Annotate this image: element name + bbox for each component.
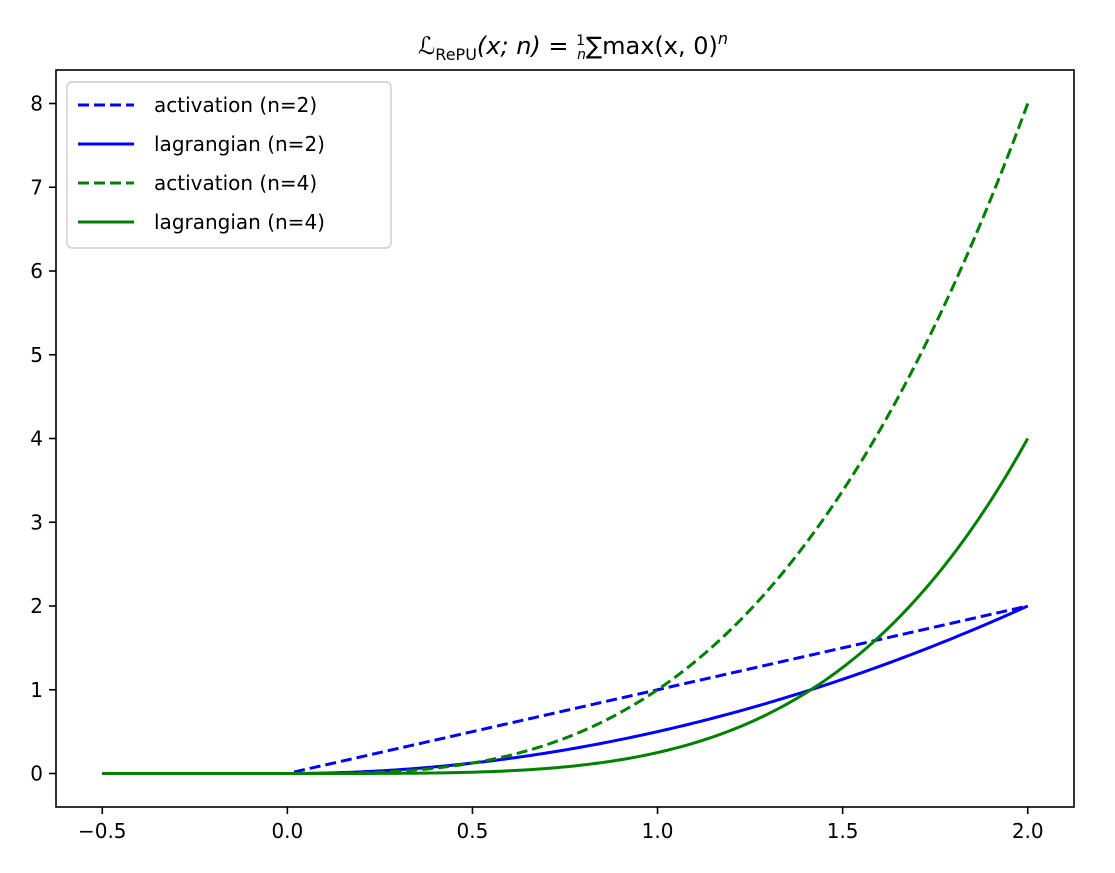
title-subscript: RePU — [435, 45, 477, 64]
y-tick-label: 4 — [30, 427, 43, 451]
legend-label: activation (n=2) — [154, 93, 317, 117]
legend-label: activation (n=4) — [154, 171, 317, 195]
title-body: max(x, 0) — [602, 32, 718, 60]
y-tick-label: 3 — [30, 510, 43, 534]
series-group — [102, 102, 1030, 775]
title-frac-den: n — [577, 47, 586, 63]
y-tick-label: 0 — [30, 762, 43, 786]
y-tick-label: 8 — [30, 92, 43, 116]
series-line-4 — [102, 437, 1030, 775]
title-script-l: ℒ — [418, 32, 435, 60]
y-tick-label: 1 — [30, 678, 43, 702]
title-args: (x; n) = — [477, 32, 576, 60]
y-tick-label: 5 — [30, 343, 43, 367]
x-tick-label: 1.5 — [827, 819, 859, 843]
legend-box — [66, 81, 392, 249]
title-sum: ∑ — [586, 32, 602, 60]
y-tick-label: 2 — [30, 594, 43, 618]
legend: activation (n=2) lagrangian (n=2) activati… — [66, 81, 392, 249]
y-tick-label: 7 — [30, 175, 43, 199]
x-tick-label: 2.0 — [1012, 819, 1044, 843]
series-line-1 — [102, 604, 1029, 775]
x-tick-label: 0.5 — [457, 819, 489, 843]
ticks-group: −0.5 0.0 0.5 1.0 1.5 2.0 0 1 2 3 4 5 6 7 8 — [30, 92, 1043, 844]
x-tick-label: −0.5 — [78, 819, 127, 843]
series-line-2 — [102, 604, 1029, 775]
chart-title: ℒRePU(x; n) = 1 n∑max(x, 0)n — [418, 29, 728, 64]
legend-label: lagrangian (n=4) — [154, 210, 325, 234]
title-exponent: n — [718, 29, 728, 48]
x-tick-label: 1.0 — [642, 819, 674, 843]
legend-label: lagrangian (n=2) — [154, 132, 325, 156]
x-tick-label: 0.0 — [271, 819, 303, 843]
plot-frame — [55, 69, 1075, 808]
y-tick-label: 6 — [30, 259, 43, 283]
title-frac-num: 1 — [576, 33, 585, 49]
